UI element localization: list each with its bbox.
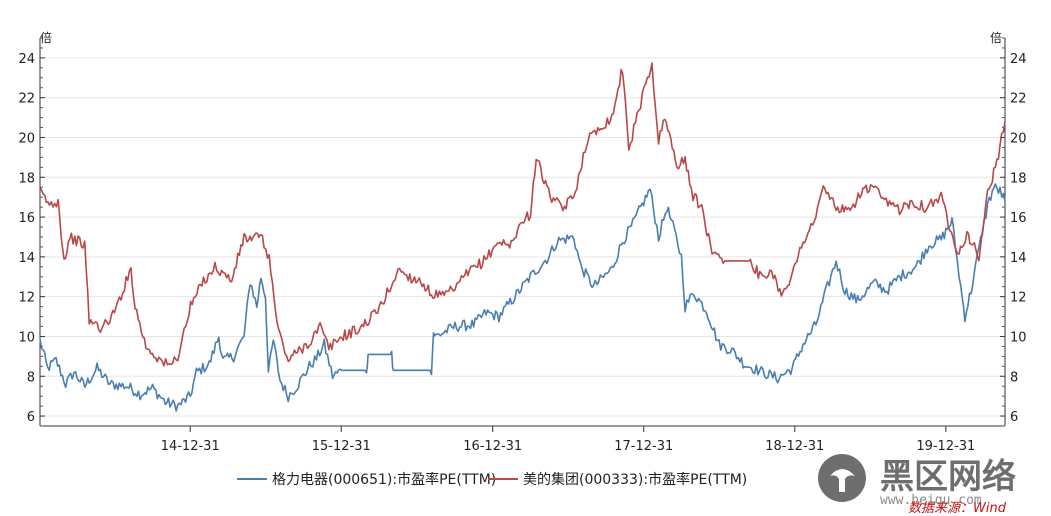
y-axis-left-ticks: 6 8 10 12 14 16 18 20 22 24 [18, 37, 45, 427]
y-tick-label-left: 14 [18, 251, 35, 266]
watermark-title: 黑区网络 [880, 457, 1016, 497]
y-tick-label-right: 20 [1010, 131, 1027, 146]
y-tick-label-left: 20 [18, 131, 35, 146]
legend-label-1: 美的集团(000333):市盈率PE(TTM) [523, 471, 747, 488]
legend: 格力电器(000651):市盈率PE(TTM) 美的集团(000333):市盈率P… [237, 471, 747, 488]
y-tick-label-right: 22 [1010, 92, 1027, 107]
y-tick-label-right: 24 [1010, 52, 1027, 67]
watermark: 黑区网络 www.heiqu.com [818, 454, 1016, 508]
y-axis-right-ticks: 6 8 10 12 14 16 18 20 22 24 [1000, 37, 1027, 427]
horizontal-gridlines [40, 57, 1005, 417]
y-tick-label-right: 12 [1010, 291, 1027, 306]
y-tick-label-right: 8 [1010, 370, 1018, 385]
y-tick-label-left: 12 [18, 291, 35, 306]
mushroom-icon [830, 469, 855, 492]
y-tick-label-left: 24 [18, 52, 35, 67]
y-tick-label-right: 6 [1010, 410, 1018, 425]
series-line-1 [39, 62, 1006, 367]
y-tick-label-left: 6 [27, 410, 35, 425]
x-tick-label: 17-12-31 [614, 439, 673, 454]
watermark-url: www.heiqu.com [880, 493, 982, 508]
y-tick-label-right: 16 [1010, 211, 1027, 226]
y-tick-label-right: 18 [1010, 171, 1027, 186]
y-unit-left-label: 倍 [40, 30, 52, 45]
y-tick-label-left: 10 [18, 330, 35, 345]
x-tick-label: 16-12-31 [463, 439, 522, 454]
x-tick-label: 19-12-31 [916, 439, 975, 454]
y-tick-label-left: 18 [18, 171, 35, 186]
x-axis-ticks: 14-12-31 15-12-31 16-12-31 17-12-31 18-12-31… [161, 426, 975, 454]
y-unit-right-label: 倍 [990, 30, 1002, 45]
y-tick-label-left: 22 [18, 92, 35, 107]
x-tick-label: 18-12-31 [765, 439, 824, 454]
series-line-0 [39, 183, 1006, 412]
x-tick-label: 15-12-31 [312, 439, 371, 454]
series-lines [39, 62, 1006, 412]
source-note: 数据来源：Wind [908, 501, 1007, 516]
legend-label-0: 格力电器(000651):市盈率PE(TTM) [272, 471, 496, 488]
x-tick-label: 14-12-31 [161, 439, 220, 454]
y-tick-label-left: 8 [27, 370, 35, 385]
y-tick-label-left: 16 [18, 211, 35, 226]
y-tick-label-right: 10 [1010, 330, 1027, 345]
y-tick-label-right: 14 [1010, 251, 1027, 266]
chart-axes [39, 38, 1006, 427]
